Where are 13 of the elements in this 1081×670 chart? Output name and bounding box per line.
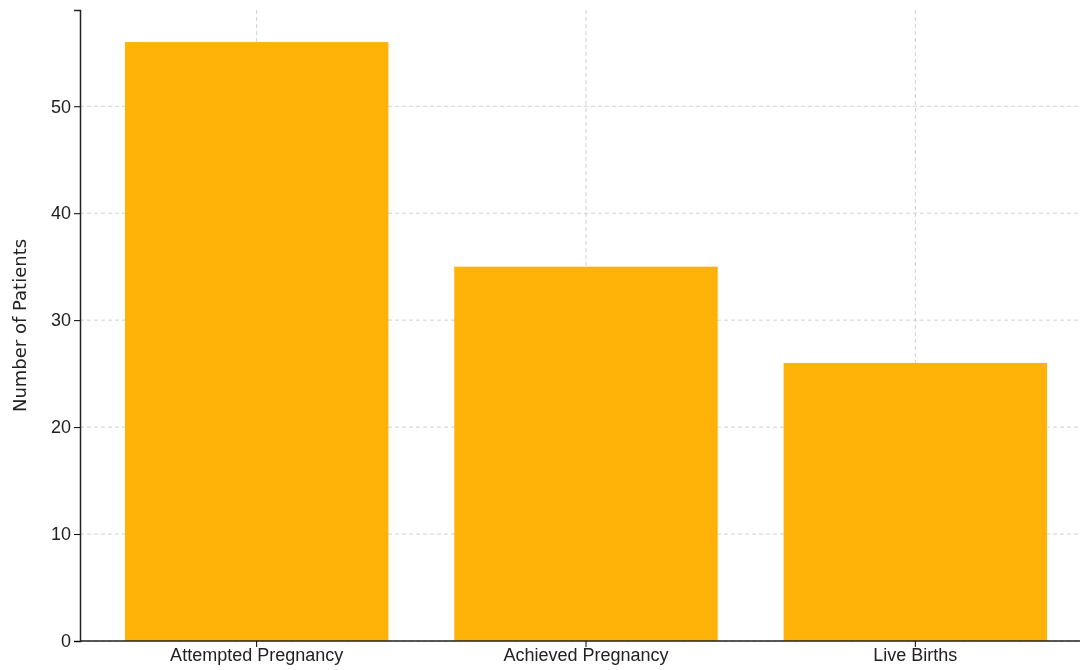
x-tick-label: Attempted Pregnancy <box>170 644 344 665</box>
y-tick-label: 10 <box>50 524 71 545</box>
bar <box>783 362 1048 641</box>
y-axis-title: Number of Patients <box>9 238 30 413</box>
bar <box>124 42 389 641</box>
y-tick-label: 50 <box>50 96 71 117</box>
y-tick-label: 30 <box>50 310 71 331</box>
y-tick-label: 0 <box>60 631 71 652</box>
x-tick-label: Live Births <box>873 644 958 665</box>
y-tick-label: 20 <box>50 417 71 438</box>
bar <box>454 266 718 641</box>
x-tick-label: Achieved Pregnancy <box>503 644 669 665</box>
y-tick-label: 40 <box>50 203 71 224</box>
